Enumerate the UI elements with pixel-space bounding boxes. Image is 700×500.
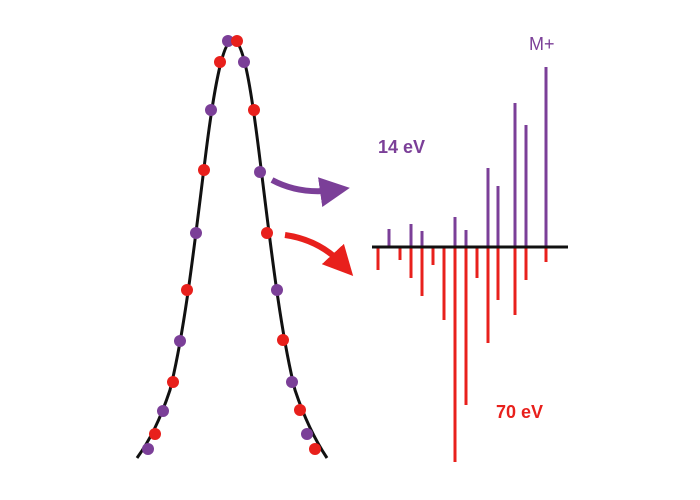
- arrow-low-energy: [270, 177, 350, 207]
- data-point: [301, 428, 313, 440]
- data-point: [294, 404, 306, 416]
- data-point: [167, 376, 179, 388]
- data-point: [261, 227, 273, 239]
- data-point: [248, 104, 260, 116]
- label-14ev: 14 eV: [378, 137, 425, 157]
- data-point: [142, 443, 154, 455]
- data-point: [205, 104, 217, 116]
- data-point: [238, 56, 250, 68]
- spectrum-bars: [376, 67, 548, 462]
- data-point: [254, 166, 266, 178]
- elution-curve: [135, 38, 329, 459]
- data-point: [198, 164, 210, 176]
- label-molecular-ion: M+: [529, 34, 555, 54]
- data-points: [142, 35, 321, 455]
- arrow-high-energy: [284, 232, 354, 277]
- data-point: [309, 443, 321, 455]
- data-point: [174, 335, 186, 347]
- label-70ev: 70 eV: [496, 402, 543, 422]
- data-point: [149, 428, 161, 440]
- data-point: [286, 376, 298, 388]
- data-point: [190, 227, 202, 239]
- data-point: [157, 405, 169, 417]
- data-point: [277, 334, 289, 346]
- data-point: [214, 56, 226, 68]
- data-point: [231, 35, 243, 47]
- data-point: [271, 284, 283, 296]
- data-point: [222, 35, 234, 47]
- data-point: [181, 284, 193, 296]
